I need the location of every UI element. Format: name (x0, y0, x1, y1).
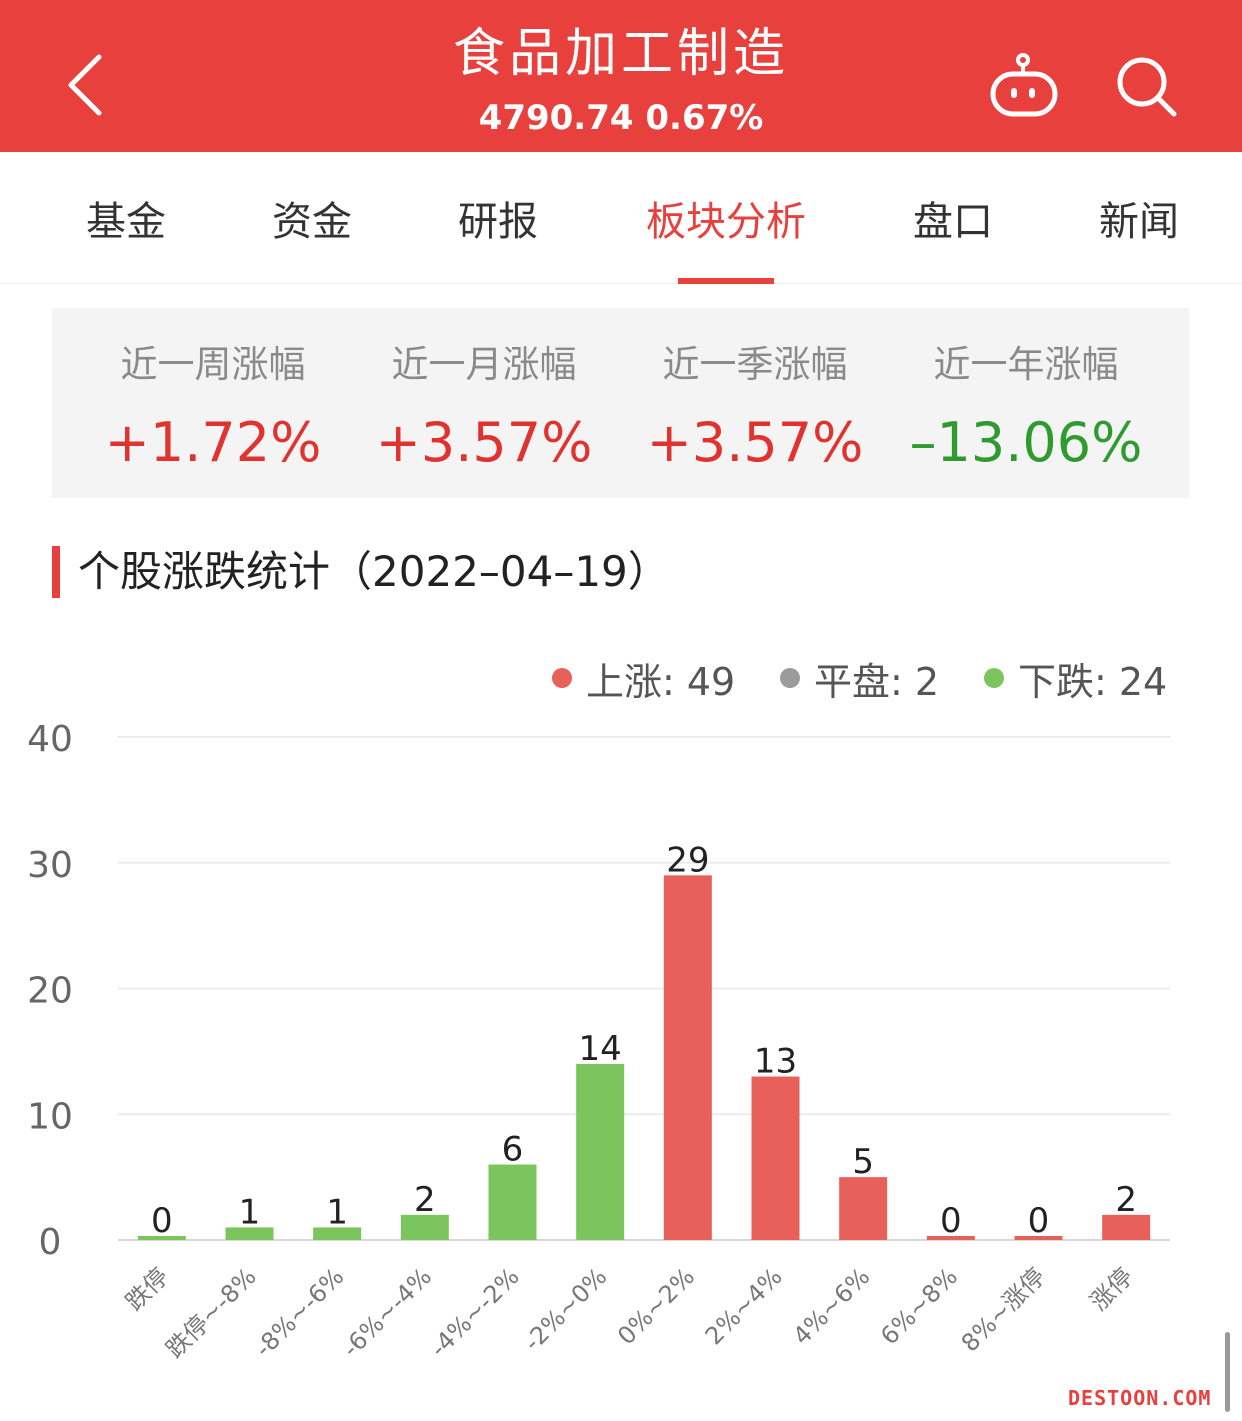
tab-research[interactable]: 研报 (458, 199, 538, 245)
assistant-button[interactable] (985, 50, 1065, 125)
bar (488, 1164, 537, 1240)
tab-news[interactable]: 新闻 (1099, 199, 1179, 245)
x-tick-label: -4%~-2% (425, 1262, 525, 1362)
search-icon (1117, 57, 1177, 117)
bar-value-label: 0 (1028, 1201, 1050, 1241)
scrollbar[interactable] (1225, 1332, 1230, 1412)
stat-label: 近一年涨幅 (933, 343, 1119, 386)
bar (576, 1063, 625, 1240)
stat-value: +1.72% (104, 411, 322, 474)
bar-value-label: 1 (326, 1192, 348, 1232)
stat-label: 近一周涨幅 (120, 343, 306, 386)
legend-dot (552, 668, 572, 688)
bar-value-label: 1 (239, 1192, 261, 1232)
x-tick-label: 4%~6% (788, 1262, 876, 1350)
bar-value-label: 13 (754, 1042, 797, 1082)
tab-capital[interactable]: 资金 (272, 199, 352, 245)
bar (225, 1227, 274, 1240)
legend-flat: 平盘: 2 (780, 652, 939, 704)
stat-year: 近一年涨幅 –13.06% (891, 308, 1161, 498)
x-tick-label: -8%~-6% (249, 1262, 349, 1362)
performance-panel: 近一周涨幅 +1.72% 近一月涨幅 +3.57% 近一季涨幅 +3.57% 近… (52, 308, 1189, 498)
stat-week: 近一周涨幅 +1.72% (78, 308, 348, 498)
y-tick-label: 20 (27, 971, 73, 1012)
legend-dot (780, 668, 800, 688)
bar (663, 875, 712, 1240)
bar (1102, 1214, 1151, 1240)
bar (137, 1236, 186, 1240)
bar-value-label: 14 (579, 1029, 622, 1069)
legend-up: 上涨: 49 (552, 652, 735, 704)
bar (313, 1227, 362, 1240)
x-tick-label: 2%~4% (700, 1262, 788, 1350)
tab-fund[interactable]: 基金 (86, 199, 166, 245)
x-tick-label: 涨停 (1085, 1262, 1139, 1316)
bar-value-label: 0 (940, 1201, 962, 1241)
search-button[interactable] (1110, 50, 1185, 125)
bar (400, 1214, 449, 1240)
x-tick-label: 跌停~-8% (161, 1262, 262, 1363)
robot-icon (990, 53, 1058, 117)
bar (926, 1236, 975, 1240)
bar-value-label: 2 (414, 1180, 436, 1220)
bar (1014, 1236, 1063, 1240)
bar-value-label: 0 (151, 1201, 173, 1241)
top-bar: 食品加工制造 4790.74 0.67% (0, 0, 1242, 152)
index-quote: 4790.74 0.67% (478, 98, 764, 138)
distribution-bar-chart: 0102030400跌停1跌停~-8%1-8%~-6%2-6%~-4%6-4%~… (27, 719, 1170, 1363)
section-title: 个股涨跌统计（2022–04–19） (78, 547, 670, 596)
tab-sector-analysis[interactable]: 板块分析 (646, 199, 806, 245)
y-tick-label: 10 (27, 1096, 73, 1137)
y-tick-label: 30 (27, 845, 73, 886)
bar (839, 1177, 888, 1240)
tab-order-book[interactable]: 盘口 (913, 199, 993, 245)
back-button[interactable] (50, 40, 120, 130)
active-tab-indicator (678, 278, 774, 284)
section-accent-bar (52, 546, 60, 598)
stat-month: 近一月涨幅 +3.57% (349, 308, 619, 498)
y-tick-label: 40 (27, 719, 73, 760)
legend-dot (984, 668, 1004, 688)
chevron-left-icon (68, 54, 102, 116)
bar-value-label: 6 (502, 1130, 524, 1170)
x-tick-label: 0%~2% (612, 1262, 700, 1350)
legend-label: 上涨: 49 (586, 659, 736, 704)
stat-value: +3.57% (646, 411, 864, 474)
legend-down: 下跌: 24 (984, 652, 1167, 704)
stat-label: 近一月涨幅 (391, 343, 577, 386)
tab-bar: 基金 资金 研报 板块分析 盘口 新闻 (0, 152, 1242, 284)
bar-value-label: 2 (1115, 1180, 1137, 1220)
stat-quarter: 近一季涨幅 +3.57% (620, 308, 890, 498)
x-tick-label: -6%~-4% (337, 1262, 437, 1362)
stat-label: 近一季涨幅 (662, 343, 848, 386)
page-title: 食品加工制造 (452, 24, 789, 84)
x-tick-label: -2%~0% (518, 1262, 612, 1356)
bar-value-label: 5 (852, 1142, 874, 1182)
bar-value-label: 29 (666, 840, 709, 880)
watermark: DESTOON.COM (1068, 1386, 1212, 1410)
legend-label: 平盘: 2 (814, 659, 940, 704)
legend-label: 下跌: 24 (1018, 659, 1168, 704)
y-tick-label: 0 (39, 1222, 62, 1263)
x-tick-label: 6%~8% (875, 1262, 963, 1350)
x-tick-label: 跌停 (120, 1262, 174, 1316)
bar (751, 1076, 800, 1240)
x-tick-label: 8%~涨停 (956, 1262, 1051, 1357)
stat-value: +3.57% (375, 411, 593, 474)
stat-value: –13.06% (909, 411, 1143, 474)
